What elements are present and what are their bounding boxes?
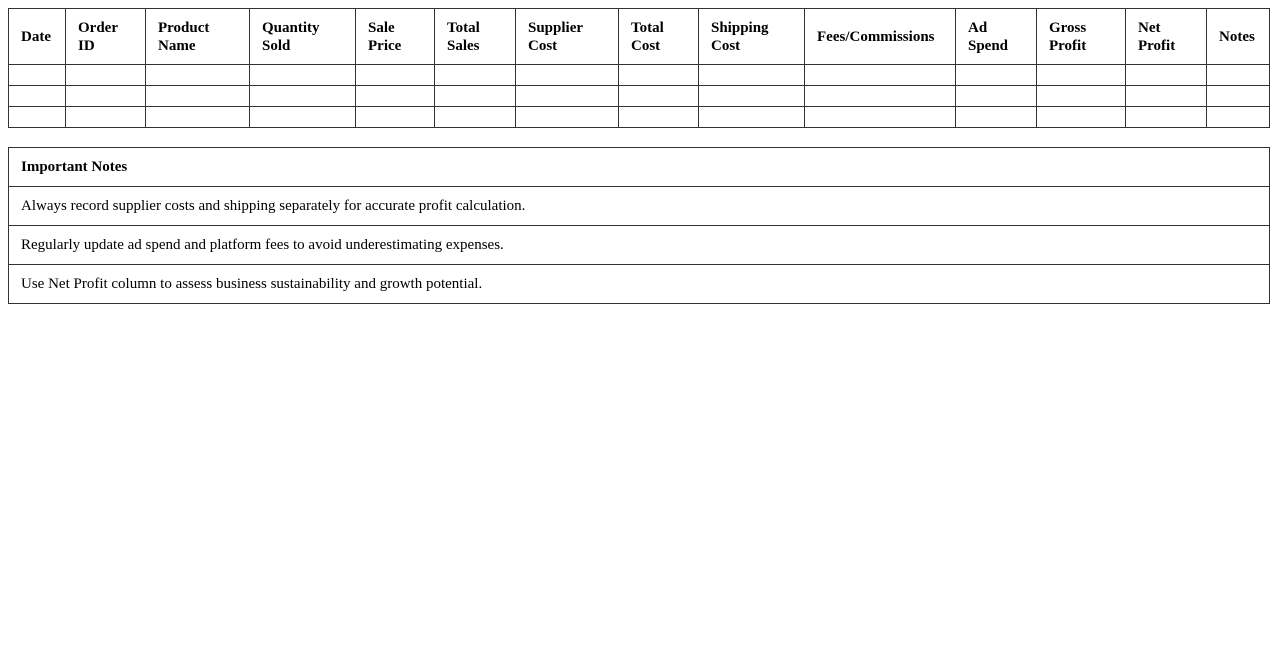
column-header: Fees/Commissions (804, 8, 956, 65)
table-cell[interactable] (355, 85, 435, 107)
table-cell[interactable] (434, 106, 516, 128)
table-cell[interactable] (955, 106, 1037, 128)
column-header: Total Cost (618, 8, 699, 65)
table-cell[interactable] (698, 64, 805, 86)
table-cell[interactable] (1206, 85, 1270, 107)
table-cell[interactable] (515, 85, 619, 107)
table-cell[interactable] (145, 106, 250, 128)
column-header: Product Name (145, 8, 250, 65)
table-cell[interactable] (618, 85, 699, 107)
header-row: Date Order ID Product Name Quantity Sold Sal… (8, 8, 1270, 65)
table-cell[interactable] (145, 85, 250, 107)
table-cell[interactable] (8, 64, 66, 86)
table-cell[interactable] (1206, 64, 1270, 86)
table-cell[interactable] (1036, 106, 1126, 128)
table-cell[interactable] (1125, 64, 1207, 86)
table-cell[interactable] (1125, 85, 1207, 107)
table-cell[interactable] (1036, 85, 1126, 107)
table-cell[interactable] (355, 106, 435, 128)
table-cell[interactable] (434, 85, 516, 107)
table-cell[interactable] (698, 85, 805, 107)
column-header: Gross Profit (1036, 8, 1126, 65)
column-header: Notes (1206, 8, 1270, 65)
note-row: Always record supplier costs and shippin… (8, 186, 1270, 226)
table-cell[interactable] (249, 85, 356, 107)
note-text: Use Net Profit column to assess business… (8, 264, 1270, 304)
important-notes-table: Important Notes Always record supplier c… (8, 147, 1270, 304)
column-header: Sale Price (355, 8, 435, 65)
column-header: Date (8, 8, 66, 65)
table-cell[interactable] (955, 85, 1037, 107)
note-text: Regularly update ad spend and platform f… (8, 225, 1270, 265)
notes-header-row: Important Notes (8, 147, 1270, 187)
note-row: Use Net Profit column to assess business… (8, 264, 1270, 304)
table-row (8, 85, 1270, 107)
table-cell[interactable] (955, 64, 1037, 86)
table-cell[interactable] (434, 64, 516, 86)
table-cell[interactable] (355, 64, 435, 86)
table-cell[interactable] (698, 106, 805, 128)
table-cell[interactable] (1125, 106, 1207, 128)
sales-tracking-table: Date Order ID Product Name Quantity Sold Sal… (8, 8, 1270, 128)
note-row: Regularly update ad spend and platform f… (8, 225, 1270, 265)
table-cell[interactable] (515, 106, 619, 128)
notes-title: Important Notes (8, 147, 1270, 187)
table-cell[interactable] (1206, 106, 1270, 128)
table-cell[interactable] (65, 85, 146, 107)
table-cell[interactable] (8, 85, 66, 107)
table-cell[interactable] (8, 106, 66, 128)
table-cell[interactable] (515, 64, 619, 86)
table-row (8, 106, 1270, 128)
table-cell[interactable] (65, 64, 146, 86)
column-header: Total Sales (434, 8, 516, 65)
note-text: Always record supplier costs and shippin… (8, 186, 1270, 226)
column-header: Supplier Cost (515, 8, 619, 65)
table-cell[interactable] (249, 106, 356, 128)
table-cell[interactable] (145, 64, 250, 86)
table-cell[interactable] (249, 64, 356, 86)
table-cell[interactable] (804, 64, 956, 86)
column-header: Net Profit (1125, 8, 1207, 65)
table-cell[interactable] (1036, 64, 1126, 86)
column-header: Order ID (65, 8, 146, 65)
column-header: Quantity Sold (249, 8, 356, 65)
table-cell[interactable] (618, 64, 699, 86)
table-cell[interactable] (804, 106, 956, 128)
table-cell[interactable] (804, 85, 956, 107)
table-cell[interactable] (618, 106, 699, 128)
table-row (8, 64, 1270, 86)
column-header: Shipping Cost (698, 8, 805, 65)
column-header: Ad Spend (955, 8, 1037, 65)
table-cell[interactable] (65, 106, 146, 128)
